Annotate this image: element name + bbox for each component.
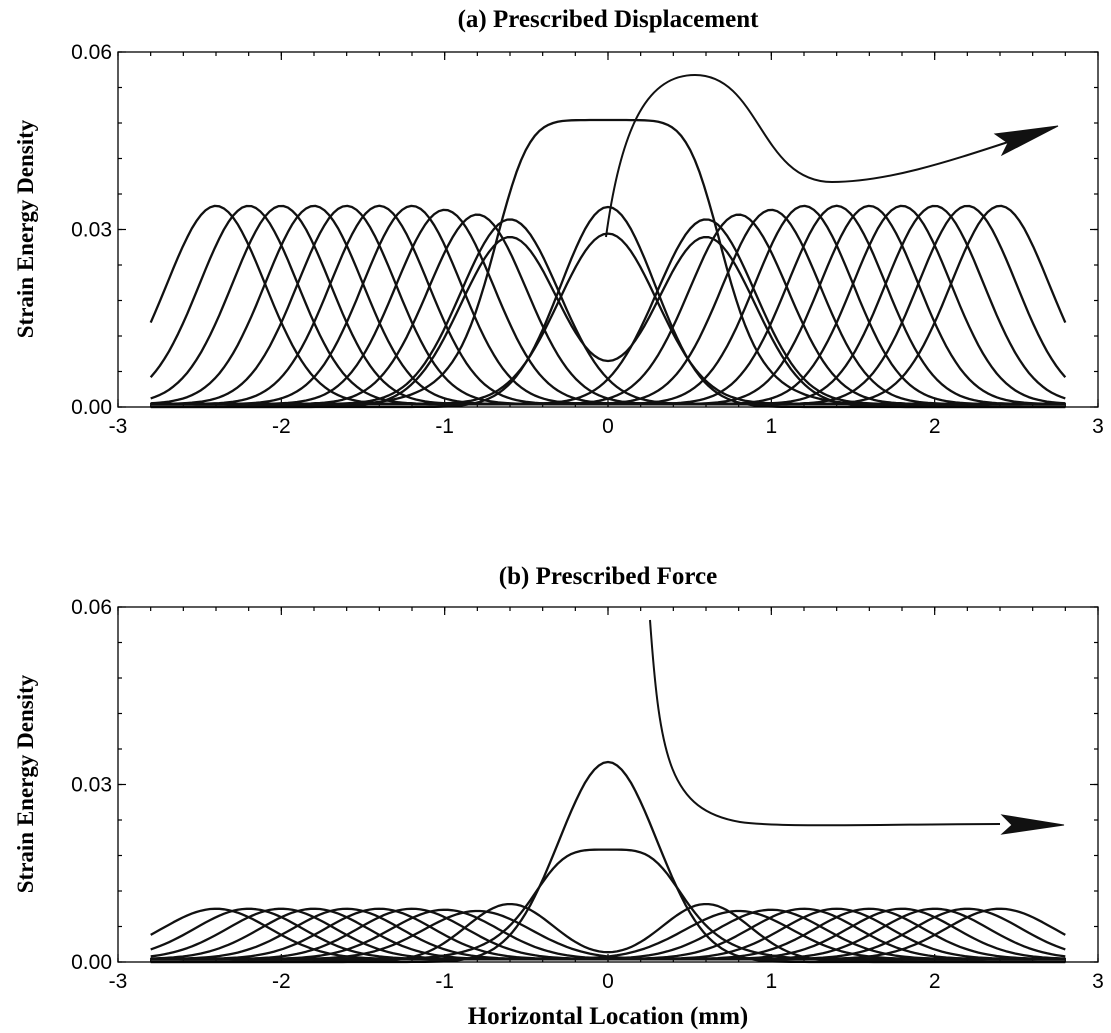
panel-b-frame <box>117 606 1099 963</box>
panel-a-xtick-label: -3 <box>109 415 128 438</box>
panel-b-xtick-label: -1 <box>435 970 454 993</box>
panel-a-xtick-label: 3 <box>1092 415 1104 438</box>
panel-a-series-line <box>150 204 1067 406</box>
panel-b: (b) Prescribed Force Strain Energy Densi… <box>13 563 1104 1030</box>
panel-a-frame <box>117 51 1099 408</box>
panel-a-ytick-label: 0.00 <box>71 396 112 419</box>
panel-b-xtick-label: -2 <box>272 970 291 993</box>
panel-a-arrow <box>605 73 1056 238</box>
panel-a-xtick-label: 1 <box>765 415 777 438</box>
panel-a-title: (a) Prescribed Displacement <box>458 6 760 33</box>
panel-b-title: (b) Prescribed Force <box>499 563 717 590</box>
panel-b-xtick-label: 3 <box>1092 970 1104 993</box>
panel-b-ytick-label: 0.00 <box>71 951 112 974</box>
panel-b-arrowhead <box>1000 814 1065 835</box>
panel-a-xtick-label: 2 <box>929 415 941 438</box>
panel-b-xlabel: Horizontal Location (mm) <box>468 1003 749 1030</box>
panel-b-ylabel: Strain Energy Density <box>13 674 38 893</box>
panel-b-xtick-label: 2 <box>929 970 941 993</box>
panel-a-xtick-label: -2 <box>272 415 291 438</box>
panel-b-arrow <box>649 619 1001 827</box>
panel-b-ytick-label: 0.03 <box>71 774 112 797</box>
panel-b-ytick-label: 0.06 <box>71 596 112 619</box>
panel-b-xtick-label: 0 <box>602 970 614 993</box>
panel-a-xtick-label: -1 <box>435 415 454 438</box>
panel-b-series-line <box>150 902 1066 964</box>
panel-b-series-line <box>150 848 1066 964</box>
panel-b-xtick-label: 1 <box>765 970 777 993</box>
panel-a-ylabel: Strain Energy Density <box>13 119 38 338</box>
panel-a-ytick-label: 0.03 <box>71 219 112 242</box>
panel-b-series-line <box>150 907 1066 961</box>
panel-b-xtick-label: -3 <box>109 970 128 993</box>
panel-a: (a) Prescribed Displacement Strain Energ… <box>13 6 1104 438</box>
panel-a-arrowhead <box>993 125 1059 157</box>
panel-a-series-line <box>150 218 1066 406</box>
panel-a-xtick-label: 0 <box>602 415 614 438</box>
panel-a-series-line <box>150 218 1066 406</box>
panel-a-series-line <box>150 118 1066 409</box>
panel-a-ytick-label: 0.06 <box>71 41 112 64</box>
